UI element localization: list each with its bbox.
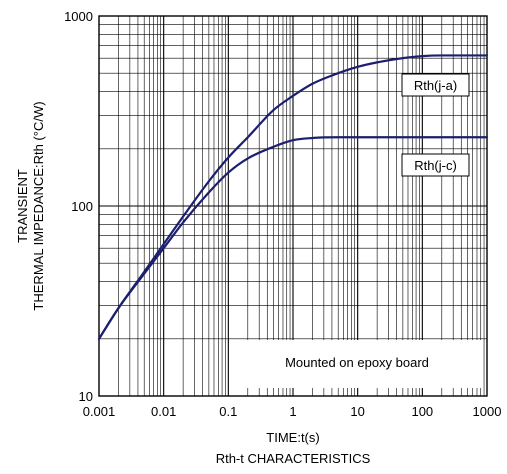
x-tick-label: 0.01: [151, 404, 176, 419]
legend-box-rth-jc: [401, 153, 470, 177]
x-tick-label: 1: [289, 404, 296, 419]
x-axis-label: TIME:t(s): [266, 430, 319, 445]
x-tick-label: 1000: [473, 404, 502, 419]
y-axis-label-line1: TRANSIENT: [15, 169, 30, 243]
x-tick-label: 10: [350, 404, 364, 419]
legend-box-rth-ja: [401, 73, 470, 97]
y-tick-labels: 10 100 1000: [64, 9, 93, 404]
annotation-box: [232, 340, 482, 388]
legend-label-rth-ja: Rth(j-a): [414, 78, 457, 93]
plot-frame: [98, 15, 488, 397]
y-tick-label: 1000: [64, 9, 93, 24]
x-tick-label: 0.1: [219, 404, 237, 419]
legend-label-rth-jc: Rth(j-c): [414, 158, 457, 173]
x-tick-label: 0.001: [83, 404, 116, 419]
annotation-text: Mounted on epoxy board: [285, 355, 429, 370]
y-tick-label: 100: [71, 199, 93, 214]
x-tick-labels: 0.001 0.01 0.1 1 10 100 1000: [83, 404, 502, 419]
grid: [99, 16, 487, 396]
y-tick-label: 10: [79, 389, 93, 404]
curves: [97, 54, 489, 340]
y-axis-label-line2: THERMAL IMPEDANCE:Rth (°C/W): [31, 101, 46, 310]
chart-caption: Rth-t CHARACTERISTICS: [216, 451, 371, 466]
series-line-rth-ja: [97, 54, 489, 340]
series-line-rth-jc: [97, 136, 489, 340]
x-tick-label: 100: [411, 404, 433, 419]
